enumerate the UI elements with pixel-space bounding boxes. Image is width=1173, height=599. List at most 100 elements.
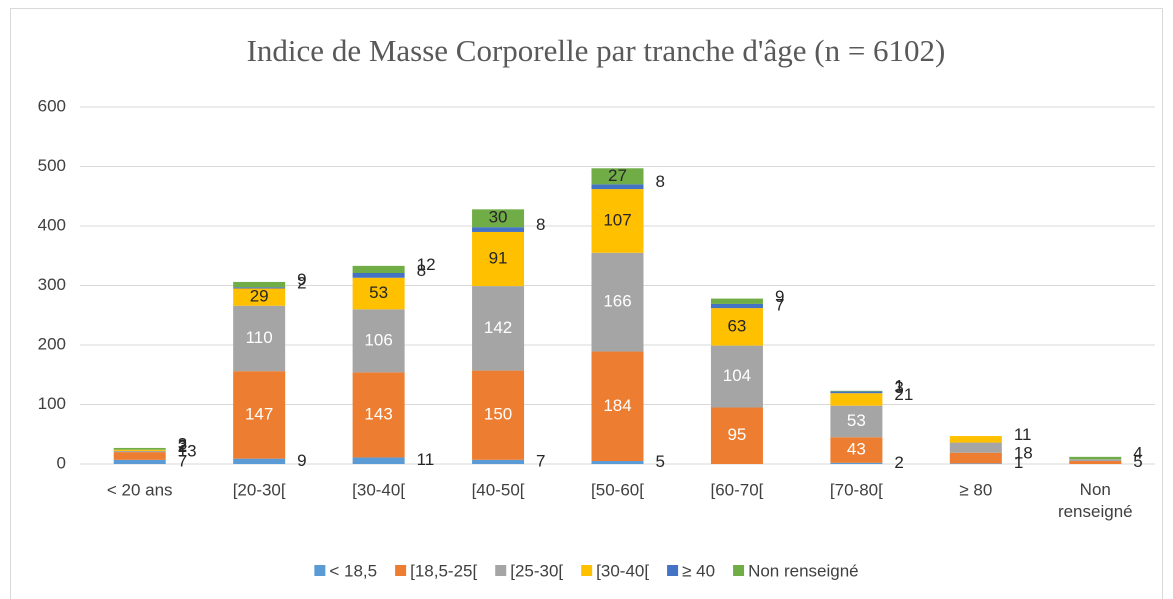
data-label: 2 [894, 453, 903, 472]
data-label: 107 [603, 210, 631, 229]
x-tick-label: [70-80[ [830, 480, 883, 499]
data-label: 2 [178, 437, 187, 456]
data-label: 9 [297, 451, 306, 470]
y-tick-label: 500 [38, 156, 66, 175]
bar-segment [1069, 456, 1122, 460]
data-label: 30 [489, 208, 508, 227]
bar-segment [949, 463, 1002, 464]
data-label: 184 [603, 396, 631, 415]
legend-label: < 18,5 [329, 561, 377, 580]
bar-segment [233, 371, 286, 459]
data-label: 5 [656, 452, 665, 471]
bar-segment [113, 449, 166, 451]
data-label: 12 [417, 255, 436, 274]
bar-segment [949, 442, 1002, 453]
bar-segment [591, 252, 644, 352]
bar-segment [830, 393, 883, 406]
bar-segment [352, 457, 405, 464]
bar-segment [472, 209, 525, 228]
data-label: 9 [775, 287, 784, 306]
bar-segment [352, 372, 405, 458]
data-label: 7 [775, 296, 784, 315]
bar-segment [591, 184, 644, 190]
data-label: 110 [246, 328, 273, 347]
data-label: 53 [369, 283, 388, 302]
bar-segment [233, 281, 286, 288]
data-label: 11 [1014, 425, 1032, 444]
bar-segment [233, 305, 286, 372]
data-label: 7 [178, 451, 187, 470]
data-label: 9 [297, 270, 306, 289]
y-tick-label: 200 [38, 334, 66, 353]
legend-label: Non renseigné [748, 561, 859, 580]
data-label: 3 [178, 434, 187, 453]
bar-segment [710, 298, 763, 304]
bar-segment [591, 189, 644, 253]
data-label: 2 [178, 436, 187, 455]
bar-segment [830, 390, 883, 392]
bar-segment [472, 459, 525, 464]
data-label: 147 [245, 404, 273, 423]
bar-segment [591, 461, 644, 464]
chart-title: Indice de Masse Corporelle par tranche d… [247, 33, 946, 68]
bar-segment [830, 462, 883, 464]
bar-segment [233, 458, 286, 464]
bar-segment [113, 450, 166, 453]
bar-segment [352, 273, 405, 278]
data-label: 104 [723, 366, 751, 385]
bar-segment [830, 437, 883, 463]
bar-segment [352, 277, 405, 310]
legend-swatch [581, 565, 593, 576]
bar-segment [352, 265, 405, 274]
data-label: 91 [489, 249, 508, 268]
data-label: 143 [364, 404, 392, 423]
data-label: 21 [894, 385, 913, 404]
data-label: 8 [417, 261, 426, 280]
bar-segment [233, 288, 286, 306]
data-label: 95 [727, 425, 746, 444]
data-label: 2 [297, 273, 306, 292]
bar-segment [352, 309, 405, 373]
bar-segment [472, 370, 525, 460]
x-tick-label: [20-30[ [233, 480, 286, 499]
bar-segment [591, 351, 644, 462]
bar-segment [113, 452, 166, 460]
data-label: 3 [894, 378, 903, 397]
data-label: 5 [1133, 452, 1142, 471]
legend-swatch [314, 565, 326, 576]
data-label: 166 [603, 292, 631, 311]
bar-segment [949, 436, 1002, 443]
bar-segment [472, 231, 525, 287]
bar-segment [710, 345, 763, 408]
data-label: 7 [536, 451, 545, 470]
chart-frame [10, 8, 1163, 599]
x-tick-label: Non renseigné [1058, 480, 1133, 521]
bar-segment [113, 447, 166, 450]
legend-swatch [495, 565, 507, 576]
bar-segment [1069, 461, 1122, 464]
data-label: 8 [656, 172, 665, 191]
x-tick-label: < 20 ans [107, 480, 173, 499]
y-tick-label: 600 [38, 96, 66, 115]
x-tick-label: ≥ 80 [959, 480, 992, 499]
bar-segment [591, 168, 644, 185]
data-label: 4 [1133, 444, 1142, 463]
bar-segment [233, 287, 286, 289]
legend-label: [30-40[ [596, 561, 649, 580]
data-label: 29 [250, 287, 269, 306]
data-label: 18 [1014, 444, 1033, 463]
x-tick-label: [40-50[ [472, 480, 525, 499]
x-tick-label: [30-40[ [352, 480, 405, 499]
bar-segment [710, 407, 763, 464]
legend-swatch [667, 565, 679, 576]
data-label: 27 [608, 166, 627, 185]
bar-segment [949, 452, 1002, 464]
bar-segment [1069, 459, 1122, 462]
data-label: 142 [484, 318, 512, 337]
bar-segment [472, 227, 525, 232]
data-label: 150 [484, 405, 512, 424]
legend-label: ≥ 40 [682, 561, 715, 580]
x-tick-label: [60-70[ [710, 480, 763, 499]
legend-swatch [395, 565, 407, 576]
x-tick-label: [50-60[ [591, 480, 644, 499]
